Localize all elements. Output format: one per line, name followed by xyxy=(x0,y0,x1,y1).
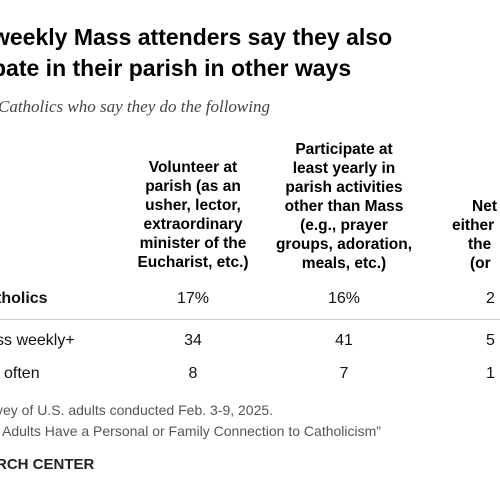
column-header-line: (or xyxy=(470,255,491,272)
chart-title: weekly Mass attenders say they also pate… xyxy=(0,22,500,84)
column-header-line: minister of the xyxy=(139,235,247,252)
column-header-line: parish activities xyxy=(285,179,403,196)
row-label-weekly: ss weekly+ xyxy=(0,332,75,349)
column-header-participate: Participate at least yearly in parish ac… xyxy=(268,140,420,273)
column-header-line: groups, adoration, xyxy=(275,236,413,253)
row-label-less-often: often xyxy=(4,365,40,382)
row-divider xyxy=(0,319,500,320)
cell-less-often-net: 1 xyxy=(486,365,495,382)
cell-all-net: 2 xyxy=(486,290,495,307)
column-header-line: other than Mass xyxy=(284,198,404,215)
note-report: Adults Have a Personal or Family Connect… xyxy=(2,423,381,439)
cell-weekly-participate: 41 xyxy=(335,332,353,349)
chart-subtitle: Catholics who say they do the following xyxy=(0,97,270,116)
cell-weekly-net: 5 xyxy=(486,332,495,349)
column-header-line: Net xyxy=(472,198,497,215)
cell-all-volunteer: 17% xyxy=(176,290,210,307)
column-header-line: extraordinary xyxy=(143,216,243,233)
title-line-2: pate in their parish in other ways xyxy=(0,55,352,81)
source-footer: RCH CENTER xyxy=(0,456,95,473)
column-header-line: meals, etc.) xyxy=(301,255,387,272)
cell-all-participate: 16% xyxy=(327,290,361,307)
column-header-line: Eucharist, etc.) xyxy=(137,254,249,271)
column-header-line: (e.g., prayer xyxy=(300,217,388,234)
column-header-line: usher, lector, xyxy=(145,197,241,214)
column-header-volunteer: Volunteer at parish (as an usher, lector… xyxy=(118,158,268,272)
column-header-line: either xyxy=(452,217,495,234)
column-header-line: parish (as an xyxy=(145,178,241,195)
row-label-all-catholics: tholics xyxy=(0,290,48,307)
title-line-1: weekly Mass attenders say they also xyxy=(0,24,393,50)
cell-weekly-volunteer: 34 xyxy=(184,332,202,349)
column-header-line: Participate at xyxy=(295,141,393,158)
column-header-net: Net either the (or xyxy=(450,197,500,273)
note-survey: vey of U.S. adults conducted Feb. 3-9, 2… xyxy=(0,402,274,418)
column-header-line: the xyxy=(468,236,492,253)
column-header-line: least yearly in xyxy=(292,160,396,177)
cell-less-often-volunteer: 8 xyxy=(188,365,198,382)
column-header-line: Volunteer at xyxy=(148,159,238,176)
cell-less-often-participate: 7 xyxy=(339,365,349,382)
